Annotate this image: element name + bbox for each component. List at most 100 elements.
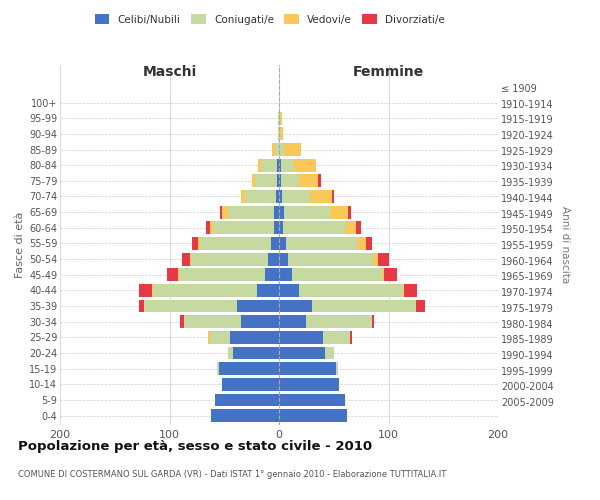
Bar xyxy=(227,346,233,360)
Bar xyxy=(279,222,283,234)
Bar xyxy=(262,159,277,172)
Bar xyxy=(323,331,350,344)
Bar xyxy=(384,268,397,281)
Bar xyxy=(200,237,271,250)
Bar xyxy=(139,284,152,297)
Bar xyxy=(219,362,279,375)
Bar xyxy=(279,378,339,390)
Bar xyxy=(255,174,277,187)
Bar xyxy=(276,190,279,203)
Bar xyxy=(258,159,262,172)
Bar xyxy=(284,206,331,218)
Bar xyxy=(279,268,292,281)
Bar xyxy=(312,300,416,312)
Bar xyxy=(279,252,288,266)
Bar xyxy=(191,252,268,266)
Text: Popolazione per età, sesso e stato civile - 2010: Popolazione per età, sesso e stato civil… xyxy=(18,440,372,453)
Bar xyxy=(238,300,279,312)
Bar xyxy=(279,159,281,172)
Bar xyxy=(139,300,145,312)
Bar xyxy=(307,316,372,328)
Legend: Celibi/Nubili, Coniugati/e, Vedovi/e, Divorziati/e: Celibi/Nubili, Coniugati/e, Vedovi/e, Di… xyxy=(91,10,449,29)
Bar xyxy=(284,143,301,156)
Y-axis label: Anni di nascita: Anni di nascita xyxy=(560,206,571,284)
Bar xyxy=(193,237,198,250)
Bar xyxy=(345,222,356,234)
Bar xyxy=(230,331,279,344)
Bar xyxy=(190,252,191,266)
Text: Maschi: Maschi xyxy=(142,65,197,79)
Bar xyxy=(372,316,374,328)
Bar xyxy=(278,128,279,140)
Bar xyxy=(279,174,281,187)
Bar xyxy=(227,206,274,218)
Bar xyxy=(279,316,307,328)
Bar xyxy=(279,331,323,344)
Bar xyxy=(331,206,348,218)
Bar xyxy=(213,222,274,234)
Bar xyxy=(277,174,279,187)
Bar xyxy=(281,174,299,187)
Bar xyxy=(206,222,210,234)
Bar xyxy=(222,378,279,390)
Bar xyxy=(178,268,179,281)
Bar xyxy=(403,284,404,297)
Bar xyxy=(210,331,230,344)
Bar xyxy=(251,174,255,187)
Bar xyxy=(404,284,417,297)
Bar xyxy=(350,331,352,344)
Bar xyxy=(278,112,279,124)
Bar xyxy=(233,346,279,360)
Bar xyxy=(279,237,286,250)
Bar xyxy=(373,252,377,266)
Bar xyxy=(357,237,365,250)
Bar xyxy=(268,252,279,266)
Bar xyxy=(288,252,373,266)
Bar xyxy=(319,174,320,187)
Text: COMUNE DI COSTERMANO SUL GARDA (VR) - Dati ISTAT 1° gennaio 2010 - Elaborazione : COMUNE DI COSTERMANO SUL GARDA (VR) - Da… xyxy=(18,470,446,479)
Bar xyxy=(220,206,222,218)
Bar xyxy=(279,362,336,375)
Bar xyxy=(299,174,319,187)
Bar xyxy=(182,252,190,266)
Bar xyxy=(279,346,325,360)
Bar xyxy=(299,284,403,297)
Bar xyxy=(245,190,276,203)
Bar xyxy=(356,222,361,234)
Bar xyxy=(181,316,184,328)
Bar xyxy=(145,300,238,312)
Bar xyxy=(222,206,227,218)
Bar xyxy=(279,409,347,422)
Bar xyxy=(241,316,279,328)
Bar xyxy=(295,159,316,172)
Bar xyxy=(279,112,280,124)
Bar xyxy=(280,112,282,124)
Bar xyxy=(277,159,279,172)
Bar xyxy=(152,284,153,297)
Bar xyxy=(279,143,284,156)
Bar xyxy=(217,362,219,375)
Bar xyxy=(365,237,372,250)
Bar xyxy=(271,237,279,250)
Bar xyxy=(416,300,425,312)
Bar xyxy=(286,237,357,250)
Bar xyxy=(274,222,279,234)
Bar xyxy=(325,346,334,360)
Bar xyxy=(280,128,283,140)
Bar xyxy=(336,362,338,375)
Bar xyxy=(282,190,310,203)
Bar xyxy=(279,394,345,406)
Bar xyxy=(241,190,245,203)
Bar xyxy=(283,222,344,234)
Bar xyxy=(279,128,280,140)
Bar xyxy=(210,222,214,234)
Bar xyxy=(179,268,265,281)
Bar xyxy=(292,268,382,281)
Bar xyxy=(211,409,279,422)
Bar xyxy=(184,316,241,328)
Bar xyxy=(279,284,299,297)
Bar xyxy=(279,300,312,312)
Bar xyxy=(310,190,332,203)
Bar xyxy=(153,284,257,297)
Bar xyxy=(279,206,284,218)
